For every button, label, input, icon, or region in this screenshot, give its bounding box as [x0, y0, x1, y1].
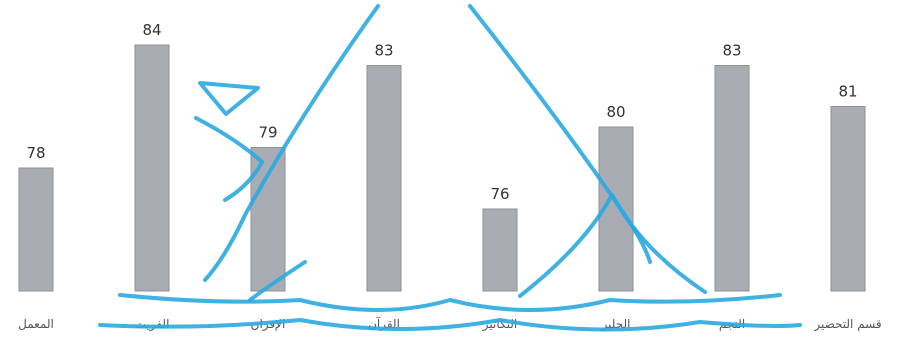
- bars-group: [18, 44, 866, 292]
- category-label-8: قسم التحضير: [813, 317, 881, 332]
- category-label-1: المعمل: [18, 317, 54, 331]
- value-labels-group: 78 84 79 83 76 80 83 81: [26, 21, 857, 203]
- bar-7: [714, 65, 750, 292]
- bar-4: [366, 65, 402, 292]
- value-label-6: 80: [606, 103, 625, 121]
- value-label-4: 83: [374, 42, 393, 60]
- bar-5: [482, 208, 518, 292]
- value-label-5: 76: [490, 185, 509, 203]
- value-label-2: 84: [142, 21, 161, 39]
- value-label-8: 81: [838, 83, 857, 101]
- bar-1: [18, 167, 54, 292]
- value-label-1: 78: [26, 144, 45, 162]
- value-label-7: 83: [722, 42, 741, 60]
- watermark-logo: [98, 4, 802, 332]
- value-label-3: 79: [258, 124, 277, 142]
- bar-2: [134, 44, 170, 292]
- bar-8: [830, 106, 866, 292]
